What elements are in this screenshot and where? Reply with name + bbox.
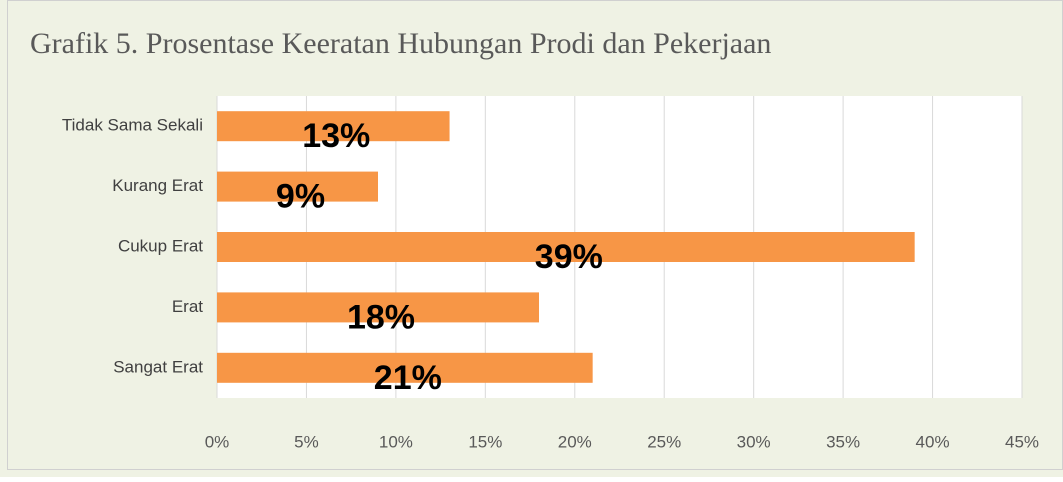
x-tick-label: 10% [379,432,413,451]
x-tick-label: 30% [737,432,771,451]
data-label: 13% [302,117,370,155]
x-tick-label: 35% [826,432,860,451]
bar [217,352,593,383]
data-label: 21% [374,359,442,397]
bar [217,292,539,323]
x-tick-label: 5% [294,432,319,451]
chart-title: Grafik 5. Prosentase Keeratan Hubungan P… [30,27,771,60]
data-label: 18% [347,298,415,336]
y-tick-label: Kurang Erat [112,176,203,195]
data-label: 9% [276,178,325,216]
data-label: 39% [535,238,603,276]
bar [217,111,450,142]
x-tick-label: 15% [468,432,502,451]
y-tick-label: Sangat Erat [113,357,203,376]
y-tick-label: Erat [172,297,203,316]
x-tick-label: 45% [1005,432,1039,451]
x-tick-label: 40% [916,432,950,451]
x-tick-label: 20% [558,432,592,451]
bar [217,232,915,262]
bar [217,171,378,202]
y-tick-label: Tidak Sama Sekali [62,116,203,135]
x-tick-label: 0% [205,432,230,451]
y-tick-label: Cukup Erat [118,236,203,255]
x-tick-label: 25% [647,432,681,451]
